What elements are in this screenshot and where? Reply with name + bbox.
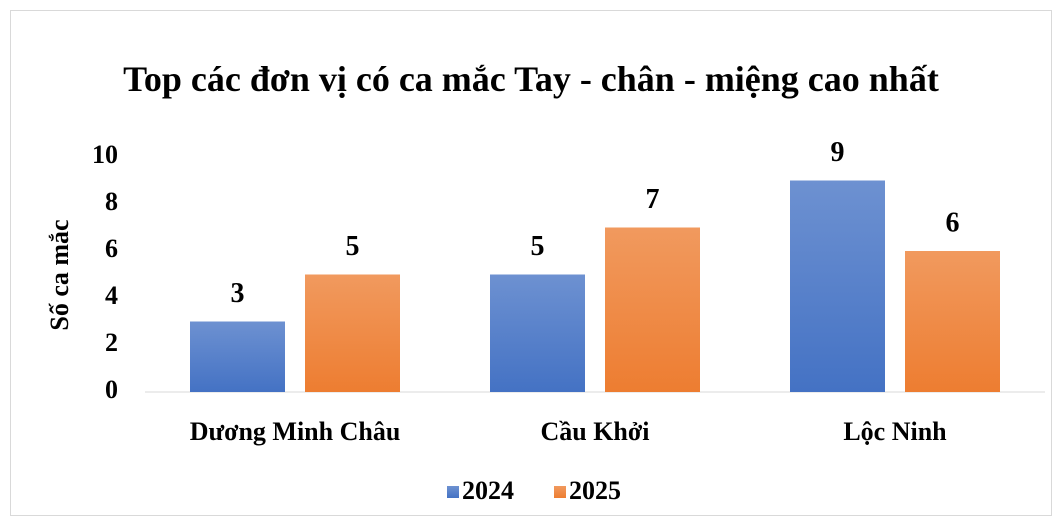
legend-swatch <box>447 486 459 498</box>
y-tick-label: 0 <box>105 375 118 404</box>
bar <box>790 180 885 392</box>
data-label: 5 <box>346 231 360 262</box>
chart-border <box>10 10 1052 516</box>
bar <box>905 251 1000 392</box>
y-axis-label: Số ca mắc <box>45 219 74 330</box>
chart-title: Top các đơn vị có ca mắc Tay - chân - mi… <box>123 59 939 99</box>
bar <box>605 227 700 392</box>
data-label: 3 <box>231 278 245 309</box>
y-tick-label: 2 <box>105 328 118 357</box>
data-label: 5 <box>531 231 545 262</box>
y-tick-label: 4 <box>105 281 118 310</box>
y-tick-label: 8 <box>105 187 118 216</box>
legend-label: 2024 <box>462 476 514 505</box>
data-label: 7 <box>646 184 660 215</box>
data-label: 6 <box>946 207 960 238</box>
y-tick-label: 6 <box>105 234 118 263</box>
x-tick-label: Cầu Khởi <box>540 417 649 446</box>
bar <box>490 274 585 392</box>
data-label: 9 <box>831 137 845 168</box>
y-tick-label: 10 <box>92 140 118 169</box>
bar <box>305 274 400 392</box>
bar <box>190 321 285 392</box>
x-tick-label: Lộc Ninh <box>843 417 947 446</box>
x-tick-label: Dương Minh Châu <box>190 417 401 446</box>
legend-swatch <box>554 486 566 498</box>
legend-label: 2025 <box>569 476 621 505</box>
